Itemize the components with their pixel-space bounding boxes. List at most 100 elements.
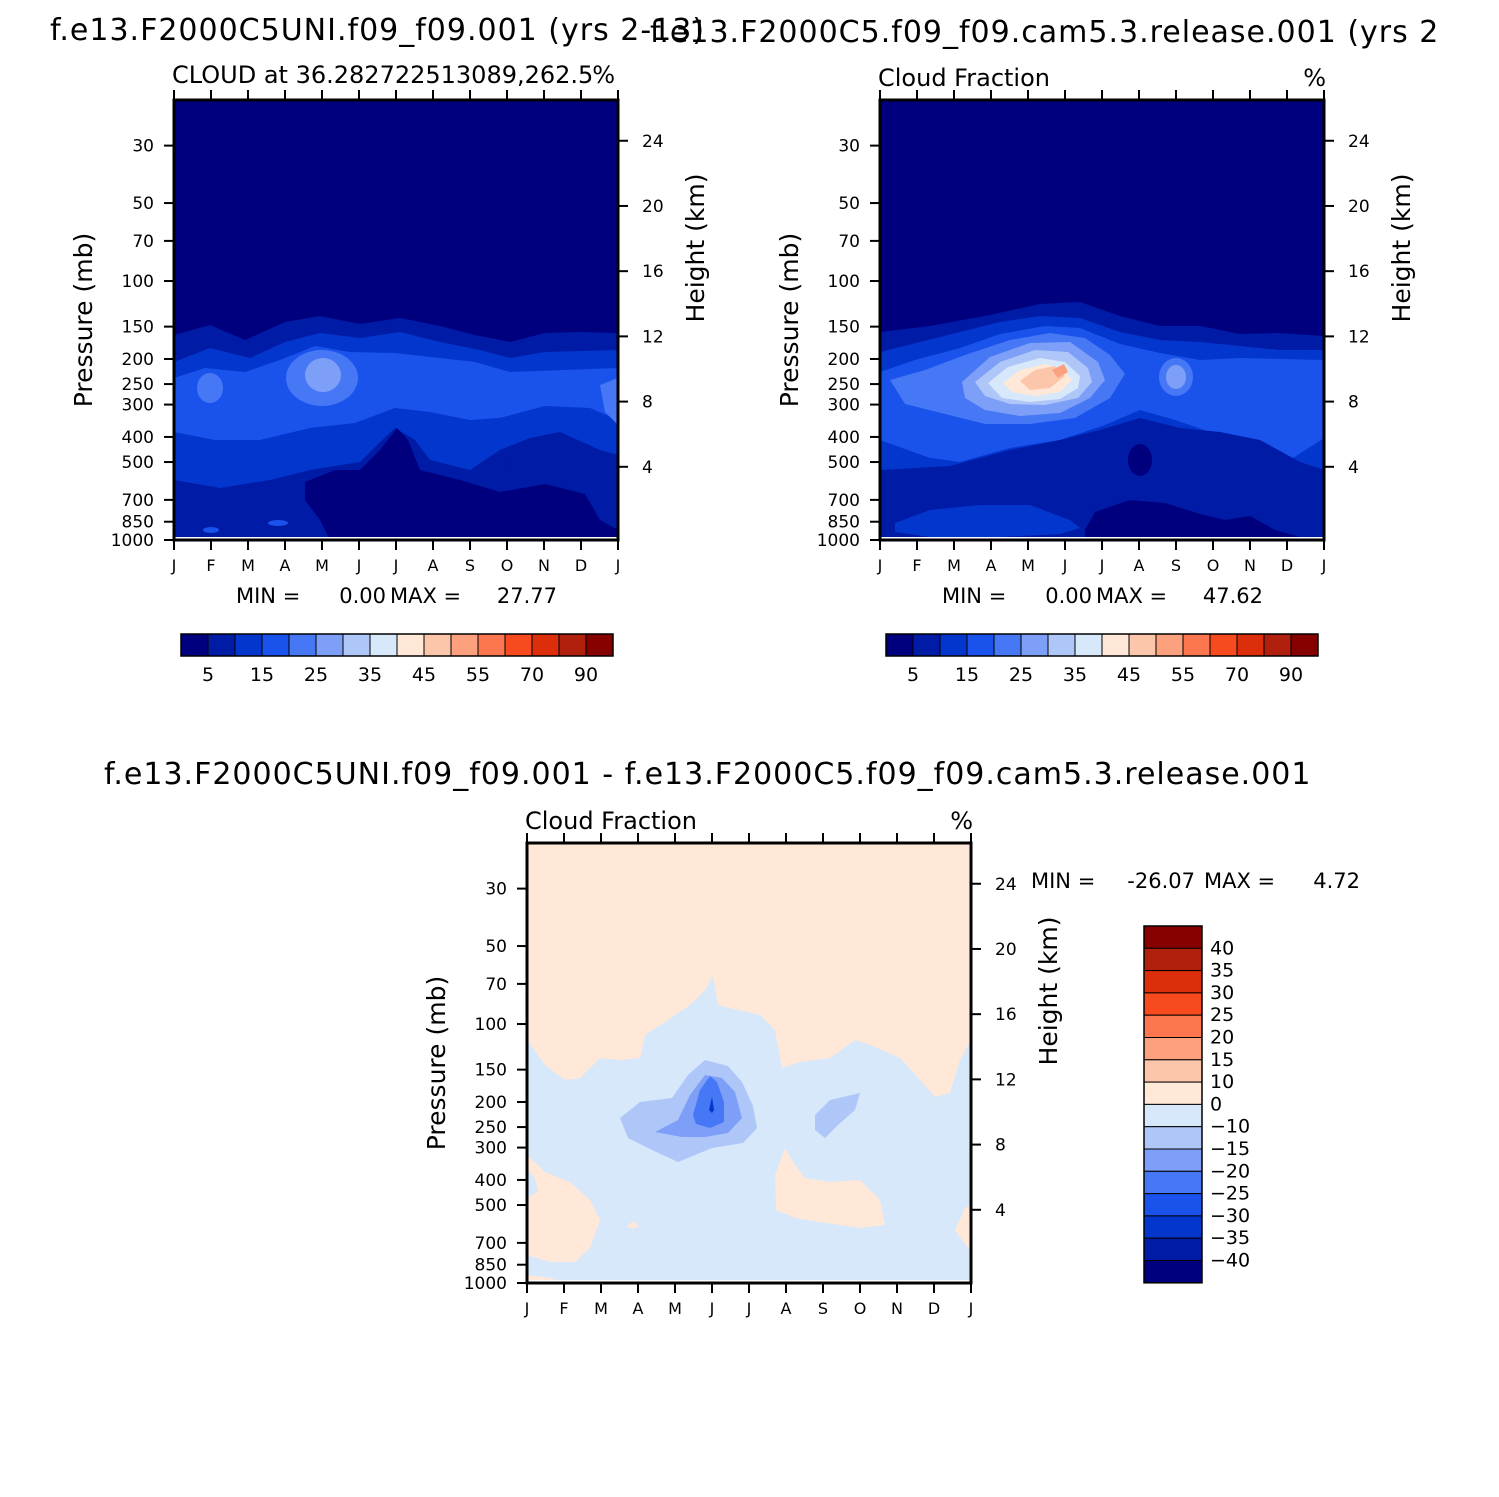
- x-tick-label: N: [1244, 556, 1256, 575]
- panel-control-max-label: MAX =: [1096, 584, 1167, 608]
- colorbar-swatch: [261, 633, 290, 657]
- x-tick-label: A: [781, 1299, 792, 1318]
- x-tick-label: J: [1062, 556, 1068, 575]
- colorbar-swatch: [993, 633, 1022, 657]
- x-tick-label: M: [947, 556, 961, 575]
- colorbar-tick-label: 5: [202, 664, 214, 686]
- x-tick-label: N: [538, 556, 550, 575]
- panel-difference-units: %: [950, 807, 973, 835]
- panel-difference-max-label: MAX =: [1204, 869, 1275, 893]
- x-tick-label: O: [1207, 556, 1220, 575]
- pressure-tick-label: 700: [475, 1234, 507, 1254]
- colorbar-swatch: [342, 633, 371, 657]
- pressure-tick-label: 30: [132, 137, 154, 157]
- pressure-tick-label: 1000: [111, 531, 154, 551]
- x-tick-label: J: [171, 556, 177, 575]
- height-tick-label: 12: [995, 1070, 1017, 1090]
- colorbar-tick-label: 55: [1171, 664, 1195, 686]
- panel-difference-min-label: MIN =: [1031, 869, 1095, 893]
- panel-uni-subtitle: CLOUD at 36.282722513089,262.5: [172, 61, 593, 89]
- colorbar-tick-label: 40: [1210, 937, 1234, 959]
- x-tick-label: D: [575, 556, 587, 575]
- pressure-tick-label: 300: [475, 1139, 507, 1159]
- colorbar-swatch: [1143, 1260, 1203, 1284]
- height-tick-label: 24: [642, 132, 664, 152]
- colorbar-swatch: [315, 633, 344, 657]
- height-tick-label: 12: [1348, 327, 1370, 347]
- x-tick-label: N: [891, 1299, 903, 1318]
- colorbar-swatch: [1143, 1148, 1203, 1172]
- pressure-tick-label: 700: [122, 491, 154, 511]
- x-tick-label: A: [280, 556, 291, 575]
- x-tick-label: J: [524, 1299, 530, 1318]
- colorbar-tick-label: 90: [1279, 664, 1303, 686]
- pressure-tick-label: 400: [475, 1171, 507, 1191]
- colorbar-tick-label: 70: [1225, 664, 1249, 686]
- y-axis-label: Pressure (mb): [69, 233, 98, 407]
- pressure-tick-label: 1000: [817, 531, 860, 551]
- colorbar-swatch: [234, 633, 263, 657]
- x-tick-label: A: [986, 556, 997, 575]
- pressure-tick-label: 700: [828, 491, 860, 511]
- colorbar-tick-label: 10: [1210, 1071, 1234, 1093]
- colorbar-swatch: [1143, 1103, 1203, 1128]
- colorbar-swatch: [1143, 1059, 1203, 1083]
- x-tick-label: M: [241, 556, 255, 575]
- panel-difference-max-value: 4.72: [1313, 869, 1360, 893]
- colorbar-swatch: [1074, 633, 1103, 657]
- colorbar-swatch: [1290, 633, 1319, 657]
- colorbar-tick-label: −20: [1210, 1160, 1250, 1182]
- panel-uni: f.e13.F2000C5UNI.f09_f09.001 (yrs 2-13) …: [50, 13, 710, 686]
- x-tick-label: A: [428, 556, 439, 575]
- colorbar-swatch: [1143, 1215, 1203, 1239]
- colorbar-swatch: [1143, 992, 1203, 1016]
- x-tick-label: J: [877, 556, 883, 575]
- x-tick-label: S: [465, 556, 475, 575]
- panel-uni-max-value: 27.77: [497, 584, 557, 608]
- pressure-tick-label: 300: [828, 396, 860, 416]
- colorbar-swatch: [369, 633, 398, 657]
- panel-difference-case-title: f.e13.F2000C5UNI.f09_f09.001 - f.e13.F20…: [104, 757, 1311, 792]
- x-tick-label: J: [356, 556, 362, 575]
- colorbar-tick-label: 0: [1210, 1093, 1222, 1115]
- pressure-tick-label: 100: [122, 272, 154, 292]
- panel-uni-min-value: 0.00: [339, 584, 386, 608]
- pressure-tick-label: 70: [838, 232, 860, 252]
- pressure-tick-label: 30: [838, 137, 860, 157]
- pressure-tick-label: 850: [828, 513, 860, 533]
- colorbar-tick-label: −25: [1210, 1183, 1250, 1205]
- y-axis-label: Pressure (mb): [775, 233, 804, 407]
- height-tick-label: 8: [642, 393, 653, 413]
- colorbar-swatch: [1182, 633, 1211, 657]
- pressure-tick-label: 500: [828, 453, 860, 473]
- colorbar-swatch: [1143, 1014, 1203, 1039]
- height-tick-label: 12: [642, 327, 664, 347]
- panel-uni-max-label: MAX =: [390, 584, 461, 608]
- colorbar-swatch: [585, 633, 614, 657]
- colorbar-swatch: [1143, 1237, 1203, 1261]
- panel-uni-colorbar: 5 15 25 35 45 55 70 90: [180, 633, 614, 686]
- colorbar-tick-label: −40: [1210, 1250, 1250, 1272]
- panel-control-units: %: [1303, 64, 1326, 92]
- pressure-tick-label: 400: [828, 428, 860, 448]
- x-tick-label: M: [668, 1299, 682, 1318]
- colorbar-swatch: [288, 633, 317, 657]
- colorbar-tick-label: 15: [1210, 1049, 1234, 1071]
- pressure-tick-label: 150: [828, 318, 860, 338]
- height-tick-label: 8: [1348, 393, 1359, 413]
- colorbar-swatch: [1143, 1081, 1203, 1105]
- panel-uni-min-label: MIN =: [236, 584, 300, 608]
- panel-control-max-value: 47.62: [1203, 584, 1263, 608]
- panel-difference-subtitle: Cloud Fraction: [525, 807, 697, 835]
- height-tick-label: 20: [1348, 197, 1370, 217]
- panel-uni-case-title: f.e13.F2000C5UNI.f09_f09.001 (yrs 2-13): [50, 13, 705, 48]
- panel-difference-contour-field: [527, 843, 971, 1283]
- pressure-tick-label: 250: [475, 1118, 507, 1138]
- colorbar-tick-label: 70: [520, 664, 544, 686]
- colorbar-swatch: [1236, 633, 1265, 657]
- x-tick-label: M: [594, 1299, 608, 1318]
- panel-control-case-title: f.e13.F2000C5.f09_f09.cam5.3.release.001…: [650, 15, 1439, 50]
